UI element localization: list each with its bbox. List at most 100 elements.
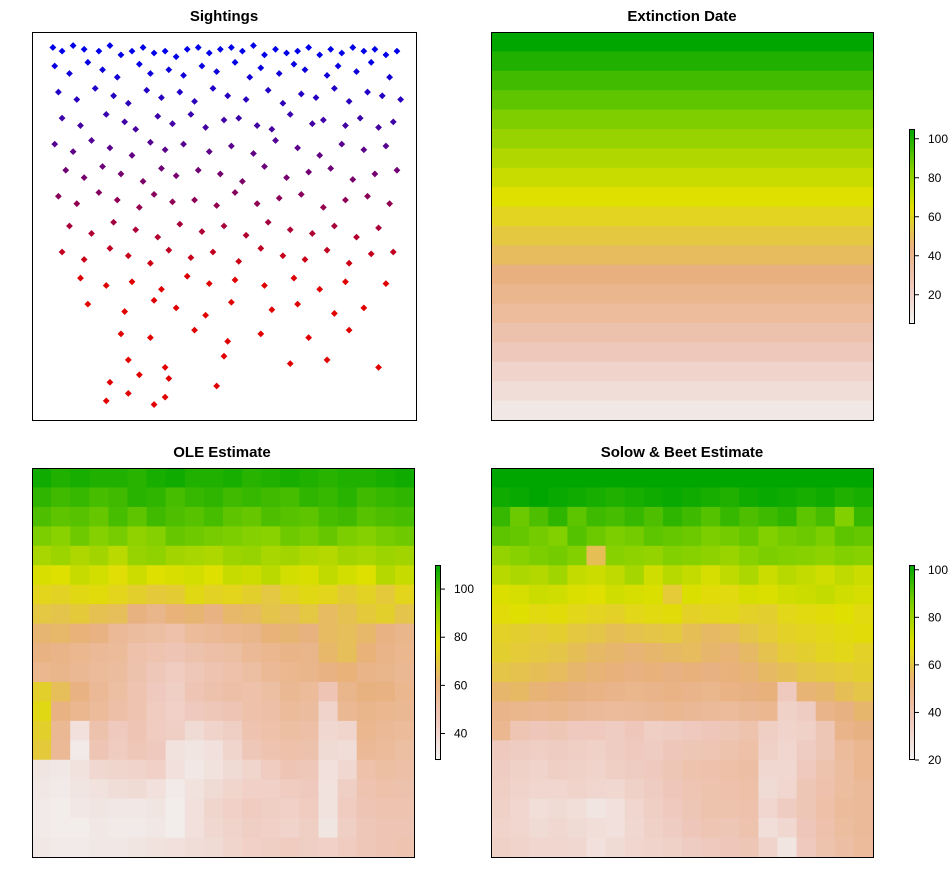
heatmap-cell xyxy=(203,837,224,858)
sighting-point xyxy=(95,189,103,196)
heatmap-cell xyxy=(146,818,167,839)
heatmap-cell xyxy=(280,487,300,508)
heatmap-cell xyxy=(777,526,798,547)
heatmap-cell xyxy=(510,565,530,586)
heatmap-cell xyxy=(777,681,798,702)
heatmap-cell xyxy=(720,565,740,586)
heatmap-cell xyxy=(337,565,358,586)
heatmap-cell xyxy=(796,565,817,586)
sighting-point xyxy=(216,170,224,178)
heatmap-cell xyxy=(643,623,664,644)
heatmap-cell xyxy=(165,506,186,527)
heatmap-cell xyxy=(720,487,740,508)
sighting-point xyxy=(213,68,221,76)
heatmap-cell xyxy=(108,701,129,722)
legend-color-step xyxy=(435,646,441,650)
heatmap-cell xyxy=(662,643,683,664)
heatmap-cell xyxy=(223,643,243,664)
legend-color-step xyxy=(909,187,915,192)
heatmap-cell xyxy=(356,798,377,819)
heatmap-cell xyxy=(356,565,377,586)
heatmap-cell xyxy=(280,662,300,683)
sighting-point xyxy=(364,192,371,200)
legend-color-step xyxy=(435,721,441,725)
heatmap-cell xyxy=(375,740,396,761)
sighting-point xyxy=(224,337,232,345)
legend-color-step xyxy=(435,688,441,693)
heatmap-cell xyxy=(146,701,167,722)
heatmap-cell xyxy=(261,487,281,508)
heatmap-cell xyxy=(184,701,205,722)
heatmap-cell xyxy=(758,837,779,858)
heatmap-cell xyxy=(529,818,549,839)
sighting-point xyxy=(128,278,136,286)
sighting-point xyxy=(297,90,305,98)
heatmap-cell xyxy=(701,506,721,527)
legend-color-step xyxy=(435,753,441,758)
heatmap-cell xyxy=(720,759,740,780)
heatmap-cell xyxy=(720,526,740,547)
heatmap-cell xyxy=(605,506,626,527)
sighting-point xyxy=(55,88,62,96)
legend-color-step xyxy=(909,678,915,683)
heatmap-cell xyxy=(853,584,874,605)
heatmap-cell xyxy=(184,837,205,858)
heatmap-cell xyxy=(643,837,664,858)
heatmap-cell xyxy=(318,526,339,547)
heatmap-cell xyxy=(815,720,836,741)
heatmap-cell xyxy=(242,468,262,489)
heatmap-cell xyxy=(567,584,588,605)
heatmap-cell xyxy=(203,740,224,761)
heatmap-cell xyxy=(701,584,721,605)
sighting-point xyxy=(371,45,379,53)
legend-ole-estimate: 40 60 80 100 xyxy=(435,565,474,761)
heatmap-cell xyxy=(682,545,702,566)
heatmap-cell xyxy=(777,604,798,625)
heatmap-cell xyxy=(127,565,148,586)
heatmap-cell xyxy=(356,506,377,527)
sighting-point xyxy=(308,120,316,128)
heatmap-cell xyxy=(739,701,759,722)
legend-color-step xyxy=(909,610,915,615)
heatmap-cell xyxy=(643,526,664,547)
heatmap-cell xyxy=(261,759,281,780)
legend-color-step xyxy=(909,714,915,719)
heatmap-cell xyxy=(510,701,530,722)
heatmap-cell xyxy=(796,837,817,858)
heatmap-cell xyxy=(624,662,645,683)
heatmap-cell xyxy=(491,604,511,625)
heatmap-cell xyxy=(605,604,626,625)
heatmap-cell xyxy=(491,400,874,421)
heatmap-cell xyxy=(758,681,779,702)
heatmap-cell xyxy=(701,720,721,741)
legend-tick-label: 20 xyxy=(928,753,942,767)
heatmap-cell xyxy=(643,565,664,586)
heatmap-cell xyxy=(337,818,358,839)
sighting-point xyxy=(279,99,287,107)
heatmap-cell xyxy=(223,759,243,780)
heatmap-cell xyxy=(796,701,817,722)
legend-color-step xyxy=(909,587,915,592)
sighting-point xyxy=(308,230,316,237)
heatmap-cell xyxy=(223,818,243,839)
heatmap-cell xyxy=(108,565,129,586)
heatmap-cell xyxy=(586,681,607,702)
sighting-point xyxy=(69,148,77,155)
heatmap-cell xyxy=(624,623,645,644)
heatmap-cell xyxy=(834,701,855,722)
heatmap-cell xyxy=(491,584,511,605)
heatmap-cell xyxy=(242,604,262,625)
heatmap-cell xyxy=(146,468,167,489)
heatmap-cell xyxy=(337,701,358,722)
heatmap-cell xyxy=(280,681,300,702)
heatmap-cell xyxy=(643,643,664,664)
legend-color-step xyxy=(435,682,441,686)
legend-color-step xyxy=(435,581,441,585)
legend-color-step xyxy=(909,584,915,589)
heatmap-cell xyxy=(815,545,836,566)
heatmap-cell xyxy=(529,759,549,780)
heatmap-cell xyxy=(394,584,415,605)
heatmap-cell xyxy=(356,487,377,508)
heatmap-cell xyxy=(605,740,626,761)
legend-color-step xyxy=(435,659,441,663)
